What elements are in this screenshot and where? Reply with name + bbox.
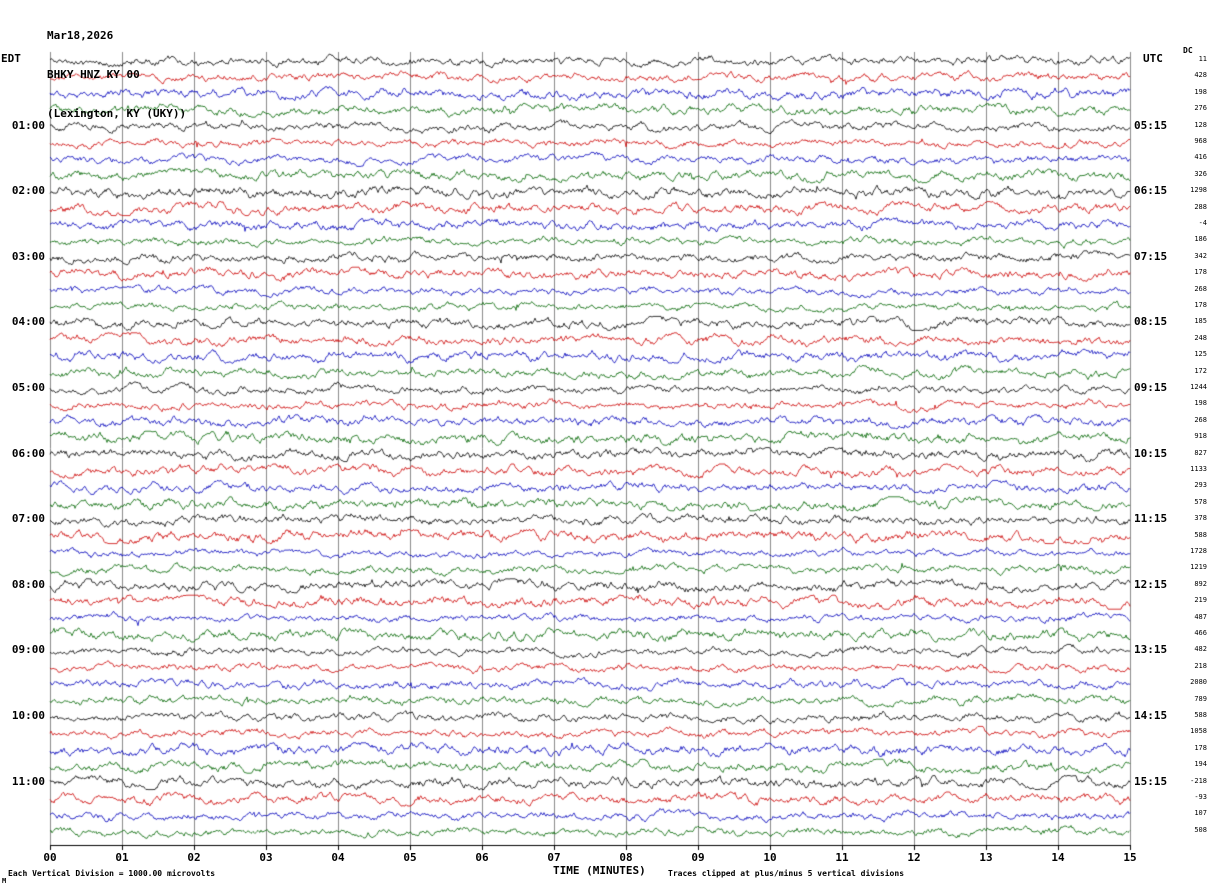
dc-value: 1219 (1190, 563, 1207, 572)
x-axis-tick: 08 (619, 851, 633, 864)
edt-label: 07:00 (11, 512, 45, 526)
footer-scale-note: Each Vertical Division = 1000.00 microvo… (8, 869, 216, 878)
edt-label: 09:00 (11, 643, 45, 657)
dc-value: 892 (1194, 579, 1207, 588)
utc-label: 09:15 (1134, 381, 1168, 394)
right-axis-title: UTC (1143, 52, 1163, 65)
x-axis-tick: 03 (259, 851, 273, 864)
utc-label: 15:15 (1134, 774, 1168, 788)
dc-value: 326 (1194, 169, 1207, 178)
edt-label: 08:00 (11, 577, 45, 591)
utc-label: 10:15 (1134, 446, 1168, 460)
dc-value: -218 (1190, 776, 1207, 785)
utc-label: 13:15 (1134, 643, 1168, 657)
dc-value: 2080 (1190, 678, 1207, 687)
dc-value: 107 (1194, 809, 1207, 818)
utc-label: 11:15 (1134, 512, 1168, 526)
x-axis-tick: 02 (187, 851, 201, 864)
utc-label: 14:15 (1134, 709, 1168, 722)
dc-value: 248 (1194, 333, 1207, 342)
dc-value: 194 (1194, 760, 1207, 769)
header-location: (Lexington, KY (UKY)) (47, 107, 187, 120)
edt-label: 11:00 (11, 774, 45, 788)
edt-label: 02:00 (11, 184, 45, 198)
header-date: Mar18,2026 (47, 29, 114, 42)
dc-value: 578 (1194, 497, 1207, 506)
dc-value: 276 (1194, 104, 1207, 113)
dc-value: 172 (1194, 366, 1207, 375)
edt-label: 06:00 (11, 446, 45, 460)
edt-label: 03:00 (11, 249, 45, 263)
utc-label: 05:15 (1134, 118, 1168, 132)
dc-value: 268 (1194, 284, 1207, 293)
dc-value: 268 (1194, 415, 1207, 424)
header-station: BHKY HNZ KY 00 (47, 68, 140, 81)
dc-value: 178 (1194, 743, 1207, 752)
dc-value: 293 (1194, 481, 1207, 490)
dc-value: 466 (1194, 629, 1207, 637)
dc-value: 378 (1194, 514, 1207, 523)
footer-clip-note: Traces clipped at plus/minus 5 vertical … (668, 869, 905, 878)
dc-column-header: DC (1183, 46, 1193, 55)
dc-value: 1298 (1190, 186, 1207, 195)
x-axis-tick: 11 (835, 851, 849, 864)
dc-value: 186 (1194, 235, 1207, 244)
left-axis-title: EDT (1, 52, 21, 65)
dc-value: 185 (1194, 317, 1207, 326)
dc-value: 198 (1194, 399, 1207, 408)
dc-value: 1058 (1190, 727, 1207, 736)
edt-label: 05:00 (11, 381, 45, 394)
utc-label: 06:15 (1134, 184, 1168, 198)
dc-value: 968 (1194, 137, 1207, 145)
dc-value: 1728 (1190, 547, 1207, 555)
dc-value: 487 (1194, 612, 1207, 621)
x-axis-tick: 12 (907, 851, 921, 864)
dc-value: -93 (1194, 793, 1207, 801)
utc-label: 12:15 (1134, 577, 1168, 591)
utc-label: 07:15 (1134, 249, 1168, 263)
x-axis-tick: 09 (691, 851, 705, 864)
dc-value: 1133 (1190, 465, 1207, 473)
dc-value: 198 (1194, 87, 1207, 96)
dc-value: 218 (1194, 661, 1207, 670)
header: Mar18,2026 BHKY HNZ KY 00 (Lexington, KY… (47, 3, 186, 146)
dc-value: 1244 (1190, 383, 1207, 391)
dc-value: 416 (1194, 153, 1207, 162)
x-axis-tick: 06 (475, 851, 489, 864)
x-axis-tick: 15 (1123, 851, 1137, 864)
x-axis-title: TIME (MINUTES) (553, 864, 646, 877)
utc-label: 08:15 (1134, 315, 1168, 329)
x-axis-tick: 01 (115, 851, 129, 864)
dc-value: 11 (1198, 55, 1207, 63)
edt-label: 01:00 (11, 118, 45, 132)
dc-value: 918 (1194, 432, 1207, 441)
edt-label: 10:00 (11, 709, 45, 722)
dc-value: 125 (1194, 350, 1207, 359)
dc-value: 219 (1194, 596, 1207, 605)
x-axis-tick: 05 (403, 851, 417, 864)
dc-value: 178 (1194, 268, 1207, 277)
edt-label: 04:00 (11, 315, 45, 329)
dc-value: 342 (1194, 251, 1207, 260)
x-axis-tick: 14 (1051, 851, 1065, 864)
x-axis-tick: 00 (43, 851, 57, 864)
dc-value: 482 (1194, 645, 1207, 654)
x-axis-tick: 07 (547, 851, 561, 864)
dc-value: 588 (1194, 711, 1207, 719)
dc-value: 178 (1194, 301, 1207, 309)
dc-value: 288 (1194, 202, 1207, 211)
dc-value: 827 (1194, 448, 1207, 457)
dc-value: 428 (1194, 71, 1207, 80)
dc-value: 128 (1194, 120, 1207, 129)
dc-value: 588 (1194, 530, 1207, 539)
x-axis-tick: 10 (763, 851, 777, 864)
dc-value: 508 (1194, 825, 1207, 834)
dc-value: -4 (1198, 219, 1207, 227)
x-axis-tick: 04 (331, 851, 345, 864)
dc-value: 789 (1194, 694, 1207, 703)
x-axis-tick: 13 (979, 851, 993, 864)
corner-mark: M (2, 877, 7, 885)
